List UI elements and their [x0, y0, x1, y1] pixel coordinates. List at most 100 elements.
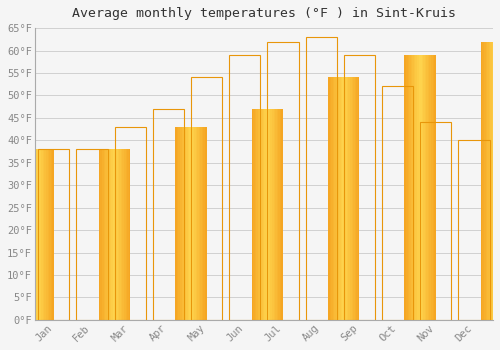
Bar — [306, 37, 337, 320]
Bar — [255, 109, 256, 320]
Bar — [353, 77, 354, 320]
Bar — [430, 55, 431, 320]
Bar — [484, 42, 486, 320]
Bar — [486, 42, 487, 320]
Bar — [128, 149, 130, 320]
Bar — [32, 149, 34, 320]
Bar — [270, 109, 272, 320]
Bar — [432, 55, 434, 320]
Bar — [186, 127, 188, 320]
Bar — [253, 109, 255, 320]
Bar — [127, 149, 128, 320]
Bar — [336, 77, 338, 320]
Bar — [119, 149, 121, 320]
Bar — [124, 149, 126, 320]
Bar — [412, 55, 414, 320]
Bar — [40, 149, 42, 320]
Bar — [417, 55, 418, 320]
Bar — [344, 55, 375, 320]
Bar — [358, 77, 360, 320]
Bar — [339, 77, 340, 320]
Bar — [27, 149, 29, 320]
Bar — [110, 149, 112, 320]
Bar — [184, 127, 186, 320]
Bar — [260, 109, 261, 320]
Bar — [331, 77, 333, 320]
Bar — [204, 127, 205, 320]
Bar — [99, 149, 100, 320]
Bar — [194, 127, 196, 320]
Bar — [34, 149, 35, 320]
Bar — [431, 55, 432, 320]
Bar — [262, 109, 264, 320]
Bar — [348, 77, 350, 320]
Bar — [340, 77, 342, 320]
Bar — [256, 109, 258, 320]
Bar — [24, 149, 25, 320]
Bar — [176, 127, 177, 320]
Bar — [490, 42, 492, 320]
Bar — [498, 42, 500, 320]
Bar — [356, 77, 358, 320]
Bar — [280, 109, 281, 320]
Bar — [342, 77, 344, 320]
Bar — [274, 109, 275, 320]
Bar — [428, 55, 430, 320]
Bar — [126, 149, 127, 320]
Bar — [229, 55, 260, 320]
Bar — [114, 127, 146, 320]
Bar — [113, 149, 114, 320]
Bar — [492, 42, 494, 320]
Bar — [122, 149, 124, 320]
Bar — [334, 77, 336, 320]
Bar — [100, 149, 102, 320]
Bar — [205, 127, 206, 320]
Bar — [191, 77, 222, 320]
Bar — [410, 55, 412, 320]
Bar — [118, 149, 120, 320]
Bar — [178, 127, 180, 320]
Bar — [180, 127, 182, 320]
Bar — [48, 149, 49, 320]
Bar — [269, 109, 270, 320]
Bar — [487, 42, 488, 320]
Bar — [43, 149, 44, 320]
Bar — [35, 149, 36, 320]
Bar — [177, 127, 178, 320]
Bar — [494, 42, 495, 320]
Bar — [420, 55, 422, 320]
Bar — [344, 77, 345, 320]
Bar — [152, 109, 184, 320]
Bar — [495, 42, 496, 320]
Bar — [354, 77, 356, 320]
Bar — [264, 109, 266, 320]
Bar — [46, 149, 48, 320]
Bar — [272, 109, 274, 320]
Bar — [76, 149, 108, 320]
Bar — [44, 149, 46, 320]
Bar — [382, 86, 413, 320]
Bar — [252, 109, 254, 320]
Bar — [104, 149, 105, 320]
Bar — [191, 127, 192, 320]
Bar — [420, 122, 452, 320]
Bar — [282, 109, 283, 320]
Bar — [350, 77, 352, 320]
Bar — [352, 77, 353, 320]
Bar — [102, 149, 104, 320]
Bar — [50, 149, 52, 320]
Bar — [268, 109, 269, 320]
Bar — [346, 77, 347, 320]
Bar — [36, 149, 38, 320]
Bar — [328, 77, 330, 320]
Bar — [196, 127, 197, 320]
Bar — [481, 42, 482, 320]
Bar — [114, 149, 116, 320]
Bar — [258, 109, 260, 320]
Bar — [182, 127, 183, 320]
Bar — [200, 127, 202, 320]
Bar — [42, 149, 43, 320]
Bar — [190, 127, 191, 320]
Bar — [275, 109, 277, 320]
Bar — [30, 149, 32, 320]
